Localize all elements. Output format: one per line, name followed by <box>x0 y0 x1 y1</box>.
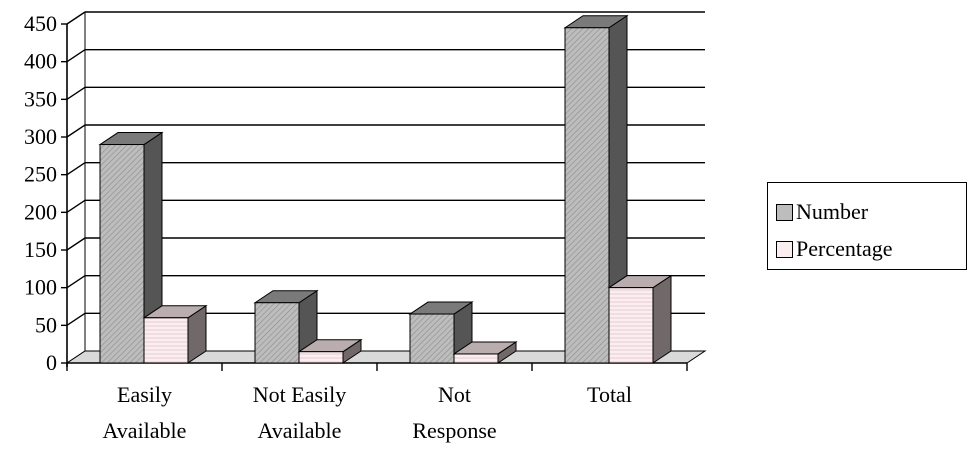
bar-percentage-2 <box>452 341 518 364</box>
bar-front <box>453 353 499 364</box>
bar-percentage-3 <box>607 274 673 364</box>
category-label-0-0: Easily <box>117 382 172 407</box>
y-tick-label-200: 200 <box>24 199 57 224</box>
gridline-side-100 <box>66 275 86 289</box>
bar-front <box>564 27 610 364</box>
gridline-side-400 <box>66 49 86 63</box>
bar-front <box>254 302 300 364</box>
bars <box>98 14 673 364</box>
category-label-3-0: Total <box>587 382 632 407</box>
bar-percentage-1 <box>297 338 363 364</box>
y-tick-label-50: 50 <box>35 312 57 337</box>
legend-item-percentage: Percentage <box>776 235 893 263</box>
gridline-side-250 <box>66 162 86 176</box>
legend-item-number: Number <box>776 198 868 226</box>
gridline-side-350 <box>66 86 86 100</box>
y-tick-label-100: 100 <box>24 275 57 300</box>
bar-side <box>652 274 672 364</box>
legend-label-number: Number <box>796 199 869 224</box>
gridline-side-150 <box>66 237 86 251</box>
gridline-side-450 <box>66 11 86 25</box>
category-label-2-0: Not <box>438 382 471 407</box>
side-wall <box>66 11 86 364</box>
y-tick-label-0: 0 <box>46 350 57 375</box>
y-tick-label-450: 450 <box>24 11 57 36</box>
bar-percentage-0 <box>142 304 208 364</box>
bar-front <box>143 317 189 364</box>
x-axis-category-labels: Easily Available Not Easily Available Not Res… <box>103 382 632 443</box>
y-tick-label-400: 400 <box>24 49 57 74</box>
bar-front <box>99 144 145 364</box>
bar-front <box>409 313 455 364</box>
legend-label-percentage: Percentage <box>796 236 893 261</box>
category-label-1-1: Available <box>258 418 342 443</box>
legend-swatch-percentage <box>776 240 793 258</box>
gridline-side-200 <box>66 199 86 213</box>
y-tick-label-300: 300 <box>24 124 57 149</box>
category-label-2-1: Response <box>412 418 496 443</box>
legend-swatch-number <box>776 203 793 221</box>
gridline-side-300 <box>66 124 86 138</box>
legend: Number Percentage <box>767 182 967 270</box>
gridline-side-50 <box>66 312 86 326</box>
category-label-0-1: Available <box>103 418 187 443</box>
bar-front <box>608 287 654 364</box>
y-tick-label-150: 150 <box>24 237 57 262</box>
y-tick-label-350: 350 <box>24 86 57 111</box>
bar-number-0 <box>98 131 164 364</box>
bar-front <box>298 351 344 364</box>
category-label-1-0: Not Easily <box>253 382 347 407</box>
bar-number-3 <box>563 14 629 364</box>
y-tick-label-250: 250 <box>24 162 57 187</box>
y-axis-tick-labels: 0 50 100 150 200 250 300 350 400 450 <box>24 11 57 375</box>
